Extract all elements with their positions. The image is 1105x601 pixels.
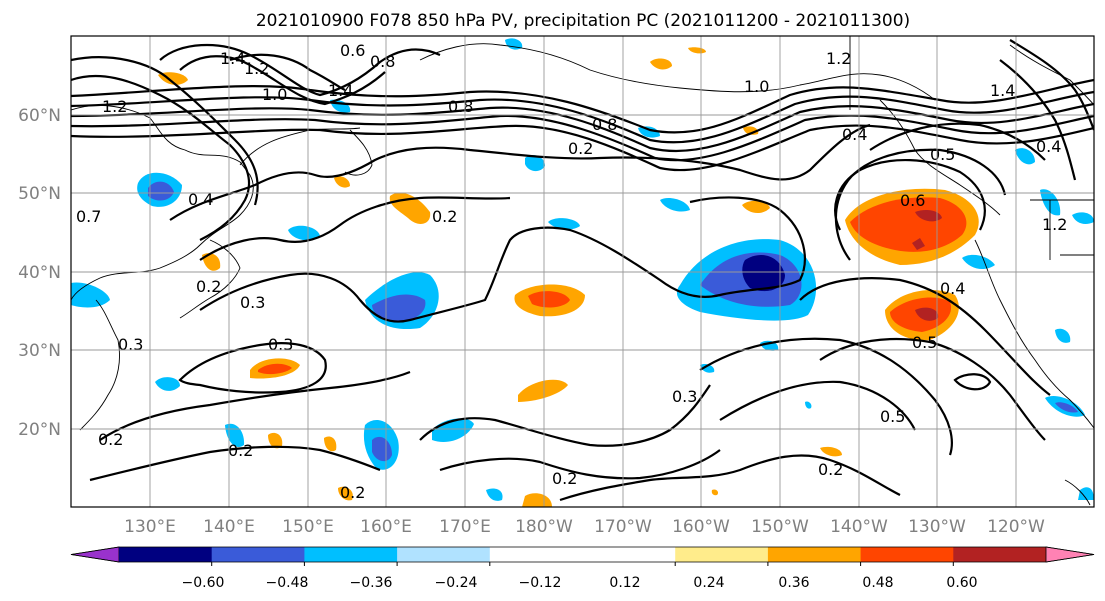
contour-label: 0.6	[340, 41, 365, 60]
contour-label: 0.3	[240, 293, 265, 312]
colorbar-tick-label: 0.60	[946, 575, 977, 591]
contour-label: 1.0	[744, 77, 769, 96]
lon-label: 160°W	[672, 517, 730, 537]
contour-label: 0.2	[228, 441, 253, 460]
contour-label: 0.3	[672, 387, 697, 406]
colorbar-outline	[70, 546, 1095, 563]
contour-label: 1.2	[102, 97, 127, 116]
contour-label: 0.8	[592, 115, 617, 134]
lon-label: 160°E	[360, 517, 412, 537]
lat-label: 50°N	[18, 184, 61, 204]
colorbar-segment	[397, 547, 491, 562]
colorbar	[70, 546, 1095, 566]
contour-label: 1.4	[220, 49, 245, 68]
colorbar-segment	[767, 547, 862, 562]
contour-label: 1.2	[244, 59, 269, 78]
lon-label: 150°E	[282, 517, 334, 537]
map-frame	[70, 35, 1095, 508]
precipitation-shading	[71, 38, 1094, 507]
colorbar-segment	[953, 547, 1047, 562]
lon-label: 140°W	[830, 517, 888, 537]
lon-label: 130°E	[124, 517, 176, 537]
colorbar-tick-label: 0.12	[609, 575, 640, 591]
lon-label: 170°W	[594, 517, 652, 537]
colorbar-tick-label: 0.24	[693, 575, 724, 591]
colorbar-segment	[211, 547, 305, 562]
contour-label: 0.4	[1036, 137, 1061, 156]
colorbar-segment	[304, 547, 398, 562]
colorbar-segment	[675, 547, 769, 562]
pv-contours	[71, 39, 1094, 502]
colorbar-labels: −0.60 −0.48 −0.36 −0.24 −0.12 0.12 0.24 …	[182, 575, 978, 591]
contour-label: 0.5	[880, 407, 905, 426]
colorbar-segment	[582, 547, 676, 562]
colorbar-tick-label: −0.24	[435, 575, 478, 591]
colorbar-tick-label: −0.36	[350, 575, 393, 591]
colorbar-segment	[489, 547, 583, 562]
contour-label: 0.8	[448, 97, 473, 116]
contour-label: 1.4	[328, 81, 353, 100]
contour-label: 0.8	[370, 52, 395, 71]
colorbar-extend-high	[1045, 546, 1095, 563]
contour-label: 0.3	[118, 335, 143, 354]
contour-label: 0.7	[76, 207, 101, 226]
lon-label: 150°W	[751, 517, 809, 537]
contour-labels: 1.4 1.2 1.0 0.6 0.8 1.4 1.2 0.8 0.8 0.2 …	[76, 41, 1067, 502]
colorbar-segment	[119, 547, 213, 562]
map-area: 1.4 1.2 1.0 0.6 0.8 1.4 1.2 0.8 0.8 0.2 …	[71, 36, 1094, 507]
colorbar-tick-label: −0.60	[182, 575, 225, 591]
latitude-labels: 60°N 50°N 40°N 30°N 20°N	[18, 106, 61, 440]
contour-label: 0.2	[568, 139, 593, 158]
longitude-labels: 130°E 140°E 150°E 160°E 170°E 180°W 170°…	[124, 517, 1045, 537]
contour-label: 1.0	[262, 85, 287, 104]
contour-label: 0.2	[432, 207, 457, 226]
lon-label: 140°E	[203, 517, 255, 537]
colorbar-segment	[860, 547, 954, 562]
lon-label: 170°E	[439, 517, 491, 537]
contour-label: 0.2	[552, 469, 577, 488]
contour-label: 0.5	[930, 145, 955, 164]
colorbar-tick-label: −0.48	[266, 575, 309, 591]
contour-label: 0.5	[912, 333, 937, 352]
contour-label: 1.2	[1042, 215, 1067, 234]
contour-label: 0.2	[196, 277, 221, 296]
lat-label: 20°N	[18, 420, 61, 440]
contour-label: 1.2	[826, 49, 851, 68]
contour-label: 0.4	[940, 279, 965, 298]
contour-label: 0.4	[188, 190, 213, 209]
colorbar-tick-label: 0.48	[862, 575, 893, 591]
lon-label: 180°W	[515, 517, 573, 537]
contour-label: 1.4	[990, 81, 1015, 100]
gridlines	[71, 36, 1094, 507]
colorbar-tick-label: 0.36	[778, 575, 809, 591]
contour-label: 0.2	[340, 483, 365, 502]
colorbar-extend-low	[70, 546, 120, 563]
contour-label: 0.4	[842, 125, 867, 144]
contour-label: 0.3	[268, 335, 293, 354]
colorbar-tick-label: −0.12	[519, 575, 562, 591]
figure-title: 2021010900 F078 850 hPa PV, precipitatio…	[256, 11, 910, 31]
contour-label: 0.2	[818, 460, 843, 479]
contour-label: 0.6	[900, 191, 925, 210]
lon-label: 120°W	[987, 517, 1045, 537]
lat-label: 40°N	[18, 263, 61, 283]
contour-label: 0.2	[98, 430, 123, 449]
lat-label: 60°N	[18, 106, 61, 126]
lat-label: 30°N	[18, 341, 61, 361]
lon-label: 130°W	[908, 517, 966, 537]
